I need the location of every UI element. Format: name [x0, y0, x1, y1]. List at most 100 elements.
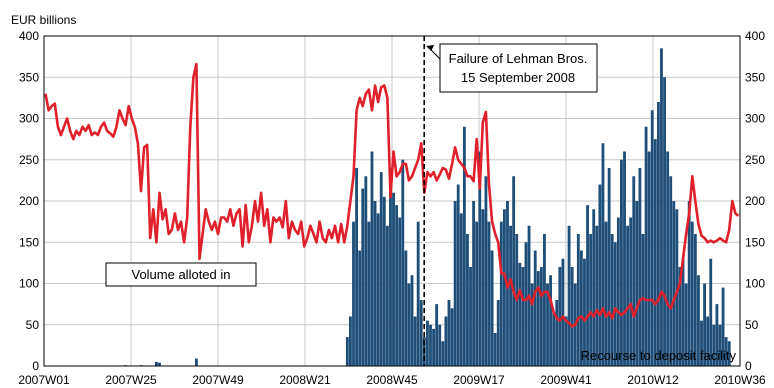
deposit-bar	[635, 201, 639, 366]
deposit-bar	[453, 201, 457, 366]
deposit-bar	[469, 267, 472, 366]
deposit-bar	[518, 262, 522, 366]
deposit-bar	[576, 234, 580, 366]
deposit-bar	[706, 316, 710, 366]
deposit-bar	[435, 304, 439, 366]
deposit-bar	[644, 126, 648, 366]
deposit-bar	[389, 168, 392, 366]
deposit-bar	[610, 234, 614, 366]
y-tick-label-left: 150	[19, 235, 39, 249]
deposit-bar	[629, 217, 633, 366]
x-tick-label: 2007W49	[192, 373, 244, 387]
deposit-bar	[543, 234, 546, 366]
deposit-bar	[660, 48, 663, 366]
y-tick-label-left: 100	[19, 277, 39, 291]
deposit-bar	[552, 312, 556, 366]
y-tick-label-right: 50	[745, 318, 759, 332]
deposit-bar	[487, 221, 491, 366]
y-tick-label-left: 0	[32, 359, 39, 373]
y-tick-label-right: 300	[745, 112, 765, 126]
deposit-bar	[709, 258, 713, 366]
x-tick-label: 2009W17	[453, 373, 505, 387]
y-tick-label-left: 50	[26, 318, 40, 332]
deposit-bar	[364, 176, 368, 366]
deposit-bar	[385, 225, 389, 366]
plot-frame	[43, 35, 741, 367]
deposit-bar	[666, 151, 670, 366]
deposit-bar	[561, 258, 565, 366]
deposit-bar	[392, 192, 395, 366]
deposit-bar	[373, 201, 377, 366]
deposit-bar	[589, 234, 593, 366]
deposit-bar	[410, 275, 414, 366]
deposit-bar	[395, 205, 399, 366]
deposit-bar	[613, 242, 617, 366]
deposit-bar	[623, 151, 626, 366]
deposit-bar	[555, 300, 559, 366]
deposit-bar	[715, 304, 719, 366]
y-tick-label-right: 200	[745, 194, 765, 208]
volume-label: Volume alloted in	[131, 267, 230, 282]
deposit-bar	[358, 250, 362, 366]
deposit-bar	[502, 209, 506, 366]
deposit-bar	[367, 221, 371, 366]
deposit-bar	[441, 341, 445, 366]
axes: 0 0 50 50 100 100 150 150 200 200 250 250 300 300 350 3…	[18, 29, 766, 387]
deposit-bar	[601, 143, 605, 366]
deposit-bar	[620, 159, 623, 366]
deposit-bar	[407, 283, 411, 366]
deposit-bar	[438, 324, 442, 366]
deposit-bar	[496, 300, 500, 366]
deposit-bar	[675, 209, 679, 366]
deposit-bar	[579, 250, 583, 366]
volume-line-series	[44, 62, 740, 328]
deposit-bar	[656, 102, 660, 366]
deposit-bar	[154, 361, 158, 366]
deposit-bar	[195, 358, 198, 366]
x-tick-label: 2007W25	[105, 373, 157, 387]
deposit-bar	[533, 250, 537, 366]
deposit-bar	[484, 176, 488, 366]
deposit-bar	[632, 176, 636, 366]
deposit-bar	[416, 221, 420, 366]
deposit-bar	[724, 337, 728, 366]
deposit-bar	[693, 234, 697, 366]
deposit-bar	[604, 221, 608, 366]
x-tick-label: 2008W45	[366, 373, 418, 387]
deposit-bar	[536, 271, 540, 366]
deposit-bar	[355, 168, 359, 366]
deposit-bar	[475, 221, 479, 366]
deposit-bar	[481, 209, 485, 366]
deposit-bar	[379, 172, 383, 366]
deposit-facility-bars	[124, 48, 731, 366]
lehman-label-line2: 15 September 2008	[461, 70, 575, 85]
deposit-bar	[466, 234, 469, 366]
deposit-bar	[653, 139, 657, 366]
deposit-bar	[697, 275, 700, 366]
deposit-bar	[524, 242, 528, 366]
deposit-bar	[429, 324, 432, 366]
deposit-bar	[558, 267, 562, 366]
deposit-bar	[530, 283, 534, 366]
y-tick-label-left: 400	[19, 29, 39, 43]
deposit-bar	[650, 110, 654, 366]
deposit-bar	[647, 151, 651, 366]
deposit-bar	[398, 217, 402, 366]
deposit-bar	[456, 184, 460, 366]
deposit-bar	[158, 362, 161, 366]
y-axis-unit-label: EUR billions	[11, 13, 76, 27]
y-tick-label-left: 350	[19, 70, 39, 84]
deposit-bar	[727, 341, 731, 366]
deposit-bar	[586, 205, 589, 366]
deposit-bar	[592, 209, 596, 366]
deposit-bar	[512, 176, 516, 366]
deposit-bar	[493, 333, 497, 366]
deposit-bar	[349, 316, 352, 366]
deposit-bar	[459, 213, 463, 366]
lehman-label-line1: Failure of Lehman Bros.	[449, 51, 588, 66]
deposit-bar	[345, 337, 349, 366]
deposit-bar	[607, 168, 611, 366]
lehman-arrowhead	[426, 45, 435, 51]
deposit-bar	[509, 225, 512, 366]
x-tick-label: 2010W36	[714, 373, 766, 387]
